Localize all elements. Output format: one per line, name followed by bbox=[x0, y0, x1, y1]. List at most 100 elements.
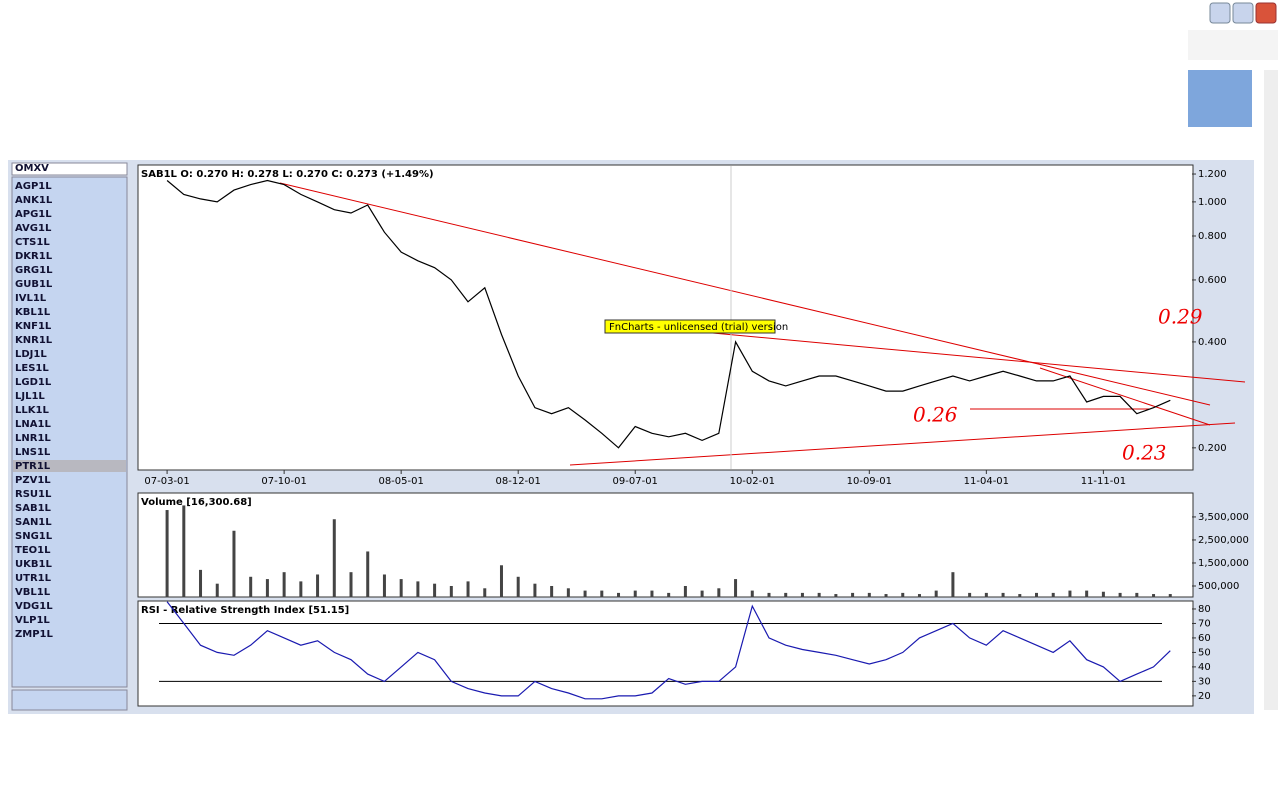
volume-panel bbox=[137, 492, 1194, 598]
y-tick-label: 70 bbox=[1198, 618, 1211, 629]
symbol-item[interactable]: APG1L bbox=[15, 209, 52, 220]
volume-bar bbox=[1035, 592, 1039, 598]
volume-bar bbox=[1135, 592, 1139, 598]
volume-bar bbox=[767, 592, 771, 598]
symbol-item[interactable]: KBL1L bbox=[15, 307, 51, 318]
symbol-item[interactable]: UKB1L bbox=[15, 559, 52, 570]
rsi-panel bbox=[137, 600, 1194, 707]
handwritten-note: 0.29 bbox=[1158, 305, 1203, 329]
symbol-item[interactable]: GRG1L bbox=[15, 265, 53, 276]
x-tick-label: 07-03-01 bbox=[144, 476, 189, 487]
volume-bar bbox=[399, 579, 403, 598]
x-tick-label: 11-11-01 bbox=[1081, 476, 1126, 487]
volume-bar bbox=[466, 581, 470, 598]
volume-bar bbox=[617, 592, 621, 598]
symbol-item[interactable]: LJL1L bbox=[15, 391, 45, 402]
volume-bar bbox=[550, 585, 554, 598]
panel-title: RSI - Relative Strength Index [51.15] bbox=[141, 605, 349, 616]
symbol-item[interactable]: VDG1L bbox=[15, 601, 53, 612]
volume-bar bbox=[533, 583, 537, 598]
symbol-item[interactable]: SAN1L bbox=[15, 517, 52, 528]
close-button[interactable] bbox=[1255, 2, 1277, 24]
volume-bar bbox=[165, 510, 169, 598]
volume-bar bbox=[901, 592, 905, 598]
search-box[interactable] bbox=[1188, 30, 1278, 60]
volume-bar bbox=[1018, 594, 1022, 598]
volume-bar bbox=[1051, 592, 1055, 598]
volume-bar bbox=[265, 579, 269, 598]
symbol-item[interactable]: UTR1L bbox=[15, 573, 52, 584]
symbol-item[interactable]: AVG1L bbox=[15, 223, 52, 234]
y-tick-label: 1.200 bbox=[1198, 169, 1227, 180]
y-tick-label: 1.000 bbox=[1198, 197, 1227, 208]
symbol-item[interactable]: VBL1L bbox=[15, 587, 51, 598]
symbol-item[interactable]: LNR1L bbox=[15, 433, 51, 444]
x-tick-label: 09-07-01 bbox=[613, 476, 658, 487]
symbol-item[interactable]: VLP1L bbox=[15, 615, 50, 626]
symbol-item[interactable]: LNA1L bbox=[15, 419, 51, 430]
scrollbar[interactable] bbox=[1264, 70, 1278, 710]
volume-bar bbox=[817, 592, 821, 598]
symbol-item[interactable]: SNG1L bbox=[15, 531, 53, 542]
volume-bar bbox=[416, 581, 420, 598]
symbol-item[interactable]: RSU1L bbox=[15, 489, 52, 500]
data-line bbox=[166, 179, 1171, 449]
symbol-item[interactable]: AGP1L bbox=[15, 181, 52, 192]
symbol-item[interactable]: PZV1L bbox=[15, 475, 51, 486]
symbol-item[interactable]: ZMP1L bbox=[15, 629, 53, 640]
symbol-item[interactable]: LGD1L bbox=[15, 377, 52, 388]
symbol-item[interactable]: PTR1L bbox=[15, 461, 51, 472]
volume-bar bbox=[232, 530, 236, 598]
list-footer bbox=[11, 689, 128, 711]
volume-bar bbox=[917, 594, 921, 598]
volume-bar bbox=[667, 592, 671, 598]
volume-bar bbox=[851, 592, 855, 598]
maximize-button[interactable] bbox=[1232, 2, 1254, 24]
symbol-item[interactable]: SAB1L bbox=[15, 503, 52, 514]
volume-bar bbox=[299, 581, 303, 598]
volume-bar bbox=[433, 583, 437, 598]
x-tick-label: 08-05-01 bbox=[378, 476, 423, 487]
symbol-item[interactable]: CTS1L bbox=[15, 237, 50, 248]
market-dropdown[interactable] bbox=[11, 162, 128, 176]
volume-bar bbox=[382, 574, 386, 598]
y-tick-label: 0.200 bbox=[1198, 443, 1227, 454]
x-tick-label: 10-02-01 bbox=[730, 476, 775, 487]
y-tick-label: 0.400 bbox=[1198, 337, 1227, 348]
symbol-item[interactable]: LES1L bbox=[15, 363, 49, 374]
symbol-item[interactable]: KNR1L bbox=[15, 335, 53, 346]
y-tick-label: 60 bbox=[1198, 633, 1211, 644]
trial-banner: FnCharts - unlicensed (trial) version bbox=[604, 319, 788, 334]
symbol-item[interactable]: LLK1L bbox=[15, 405, 49, 416]
y-tick-label: 0.600 bbox=[1198, 275, 1227, 286]
y-tick-label: 50 bbox=[1198, 647, 1211, 658]
volume-bar bbox=[968, 592, 972, 598]
y-tick-label: 500,000 bbox=[1198, 581, 1239, 592]
volume-bar bbox=[182, 505, 186, 598]
y-tick-label: 20 bbox=[1198, 691, 1211, 702]
volume-bar bbox=[1168, 594, 1172, 598]
volume-bar bbox=[784, 592, 788, 598]
symbol-item[interactable]: LDJ1L bbox=[15, 349, 47, 360]
symbol-item[interactable]: IVL1L bbox=[15, 293, 47, 304]
y-tick-label: 40 bbox=[1198, 662, 1211, 673]
volume-bar bbox=[750, 590, 754, 598]
x-tick-label: 10-09-01 bbox=[847, 476, 892, 487]
volume-bar bbox=[1068, 590, 1072, 598]
volume-bar bbox=[1001, 592, 1005, 598]
volume-bar bbox=[332, 519, 336, 598]
volume-bar bbox=[566, 588, 570, 598]
symbol-item[interactable]: KNF1L bbox=[15, 321, 52, 332]
symbol-item[interactable]: TEO1L bbox=[15, 545, 51, 556]
volume-bar bbox=[282, 572, 286, 598]
minimize-button[interactable] bbox=[1209, 2, 1231, 24]
symbol-item[interactable]: ANK1L bbox=[15, 195, 53, 206]
volume-bar bbox=[215, 583, 219, 598]
volume-bar bbox=[366, 551, 370, 598]
symbol-item[interactable]: DKR1L bbox=[15, 251, 53, 262]
volume-bar bbox=[734, 579, 738, 598]
y-tick-label: 0.800 bbox=[1198, 231, 1227, 242]
volume-bar bbox=[633, 590, 637, 598]
symbol-item[interactable]: GUB1L bbox=[15, 279, 53, 290]
symbol-item[interactable]: LNS1L bbox=[15, 447, 51, 458]
